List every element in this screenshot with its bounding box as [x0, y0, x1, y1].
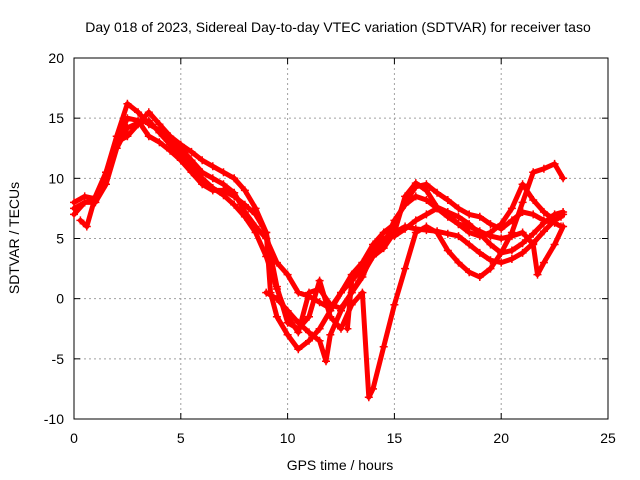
x-tick-label: 15	[387, 430, 403, 446]
x-tick-label: 0	[70, 430, 78, 446]
series-band	[263, 211, 566, 364]
x-tick-label: 5	[177, 430, 185, 446]
x-axis-label: GPS time / hours	[287, 457, 394, 473]
y-tick-label: -10	[44, 411, 64, 427]
y-tick-label: 0	[56, 291, 64, 307]
y-axis-label: SDTVAR / TECUs	[6, 182, 22, 294]
x-tick-label: 20	[493, 430, 509, 446]
x-tick-label: 25	[600, 430, 616, 446]
chart-title: Day 018 of 2023, Sidereal Day-to-day VTE…	[85, 19, 591, 35]
series-track-5	[262, 210, 568, 366]
series-band	[77, 109, 566, 400]
y-tick-label: -5	[52, 351, 65, 367]
y-tick-label: 10	[48, 170, 64, 186]
axis-ticks: 0 5 10 15 20 25 -10 -5 0 5 10 15 20	[44, 50, 616, 446]
grid-lines	[74, 58, 608, 419]
series-plus-markers	[343, 192, 568, 333]
y-tick-label: 15	[48, 110, 64, 126]
series-track-6	[343, 192, 568, 333]
y-tick-label: 20	[48, 50, 64, 66]
y-tick-label: 5	[56, 231, 64, 247]
x-tick-label: 10	[280, 430, 296, 446]
data-points	[70, 99, 568, 402]
